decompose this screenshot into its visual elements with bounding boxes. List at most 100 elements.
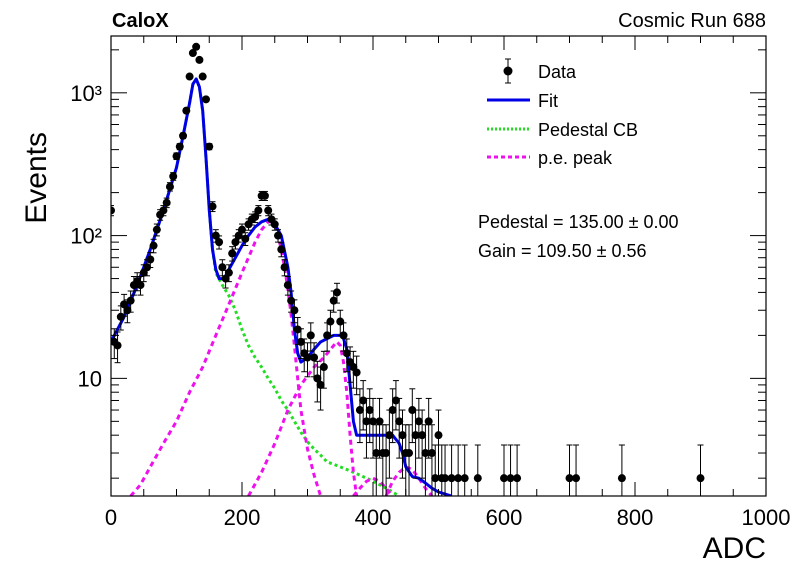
data-point bbox=[473, 474, 482, 483]
data-point bbox=[111, 206, 115, 215]
data-point bbox=[434, 431, 443, 440]
data-point bbox=[460, 474, 469, 483]
data-point bbox=[296, 337, 305, 346]
data-point bbox=[182, 106, 191, 115]
data-point bbox=[336, 317, 345, 326]
data-point bbox=[290, 306, 299, 315]
data-point bbox=[185, 72, 194, 81]
pe-peak-curve bbox=[247, 340, 359, 496]
data-point bbox=[241, 234, 250, 243]
x-tick-label: 0 bbox=[105, 505, 117, 530]
gain-info: Gain = 109.50 ± 0.56 bbox=[478, 241, 647, 261]
data-point bbox=[162, 198, 171, 207]
y-axis-title: Events bbox=[20, 132, 53, 224]
data-point bbox=[323, 331, 332, 340]
data-point bbox=[136, 281, 145, 290]
data-point bbox=[447, 474, 456, 483]
data-point bbox=[303, 353, 312, 362]
data-point bbox=[398, 431, 407, 440]
data-point bbox=[224, 268, 233, 277]
run-label: Cosmic Run 688 bbox=[618, 10, 766, 32]
data-point bbox=[234, 231, 243, 240]
data-point bbox=[159, 206, 168, 215]
data-point bbox=[179, 131, 188, 140]
data-point bbox=[342, 349, 351, 358]
data-point bbox=[395, 417, 404, 426]
data-point bbox=[238, 225, 246, 234]
data-point bbox=[169, 172, 178, 181]
data-point bbox=[355, 406, 364, 415]
data-point bbox=[339, 331, 348, 340]
data-point bbox=[696, 474, 705, 483]
x-tick-label: 200 bbox=[224, 505, 261, 530]
data-point bbox=[113, 341, 122, 350]
data-point bbox=[431, 474, 440, 483]
data-point bbox=[326, 317, 335, 326]
data-point bbox=[287, 296, 296, 305]
data-point bbox=[215, 238, 224, 247]
data-point bbox=[149, 241, 158, 250]
data-point bbox=[414, 417, 423, 426]
data-point bbox=[424, 417, 433, 426]
data-point bbox=[382, 449, 391, 458]
data-point bbox=[120, 300, 129, 309]
data-point bbox=[211, 231, 220, 240]
plot-area: 0 200 400 600 800 1000 10 10² 10³ bbox=[70, 35, 791, 530]
data-point bbox=[565, 474, 574, 483]
data-point bbox=[143, 263, 152, 272]
points-layer bbox=[111, 42, 705, 496]
data-point bbox=[293, 325, 302, 334]
data-point bbox=[405, 449, 414, 458]
data-point bbox=[506, 474, 515, 483]
data-point bbox=[198, 72, 207, 81]
legend-data-label: Data bbox=[538, 62, 577, 82]
data-point bbox=[332, 288, 341, 297]
data-point bbox=[126, 296, 135, 305]
data-point bbox=[165, 182, 174, 191]
x-tick-label: 800 bbox=[617, 505, 654, 530]
data-point bbox=[310, 353, 319, 362]
data-point bbox=[411, 431, 420, 440]
data-point bbox=[365, 406, 374, 415]
data-point bbox=[218, 263, 227, 272]
data-point bbox=[369, 417, 377, 426]
data-point bbox=[205, 142, 214, 151]
x-axis-title: ADC bbox=[703, 532, 766, 565]
legend-data-marker bbox=[503, 66, 513, 76]
data-point bbox=[454, 474, 463, 483]
pe-peak-curve bbox=[352, 476, 394, 496]
data-point bbox=[418, 431, 427, 440]
data-point bbox=[500, 474, 508, 483]
data-point bbox=[372, 449, 381, 458]
data-point bbox=[427, 449, 436, 458]
data-point bbox=[313, 374, 322, 383]
data-point bbox=[172, 152, 181, 161]
data-point bbox=[617, 474, 626, 483]
x-tick-label: 600 bbox=[486, 505, 523, 530]
data-point bbox=[277, 245, 286, 254]
data-point bbox=[188, 49, 197, 58]
data-point bbox=[375, 417, 384, 426]
data-point bbox=[254, 206, 263, 215]
data-point bbox=[319, 363, 328, 372]
data-point bbox=[572, 474, 581, 483]
data-point bbox=[513, 474, 522, 483]
data-point bbox=[280, 263, 289, 272]
data-point bbox=[385, 431, 394, 440]
x-tick-label: 1000 bbox=[742, 505, 791, 530]
data-point bbox=[441, 474, 450, 483]
data-point bbox=[175, 142, 184, 151]
legend-pedestal_cb-label: Pedestal CB bbox=[538, 120, 638, 140]
y-axis: 10 10² 10³ bbox=[70, 49, 766, 479]
y-tick-label: 10³ bbox=[70, 81, 102, 106]
data-point bbox=[251, 212, 260, 221]
data-point bbox=[270, 220, 279, 229]
data-point bbox=[388, 406, 397, 415]
pedestal-info: Pedestal = 135.00 ± 0.00 bbox=[478, 212, 679, 232]
experiment-label: CaloX bbox=[112, 10, 169, 32]
data-point bbox=[408, 406, 417, 415]
y-tick-label: 10 bbox=[78, 366, 102, 391]
pedestal-cb-curve bbox=[111, 77, 400, 496]
